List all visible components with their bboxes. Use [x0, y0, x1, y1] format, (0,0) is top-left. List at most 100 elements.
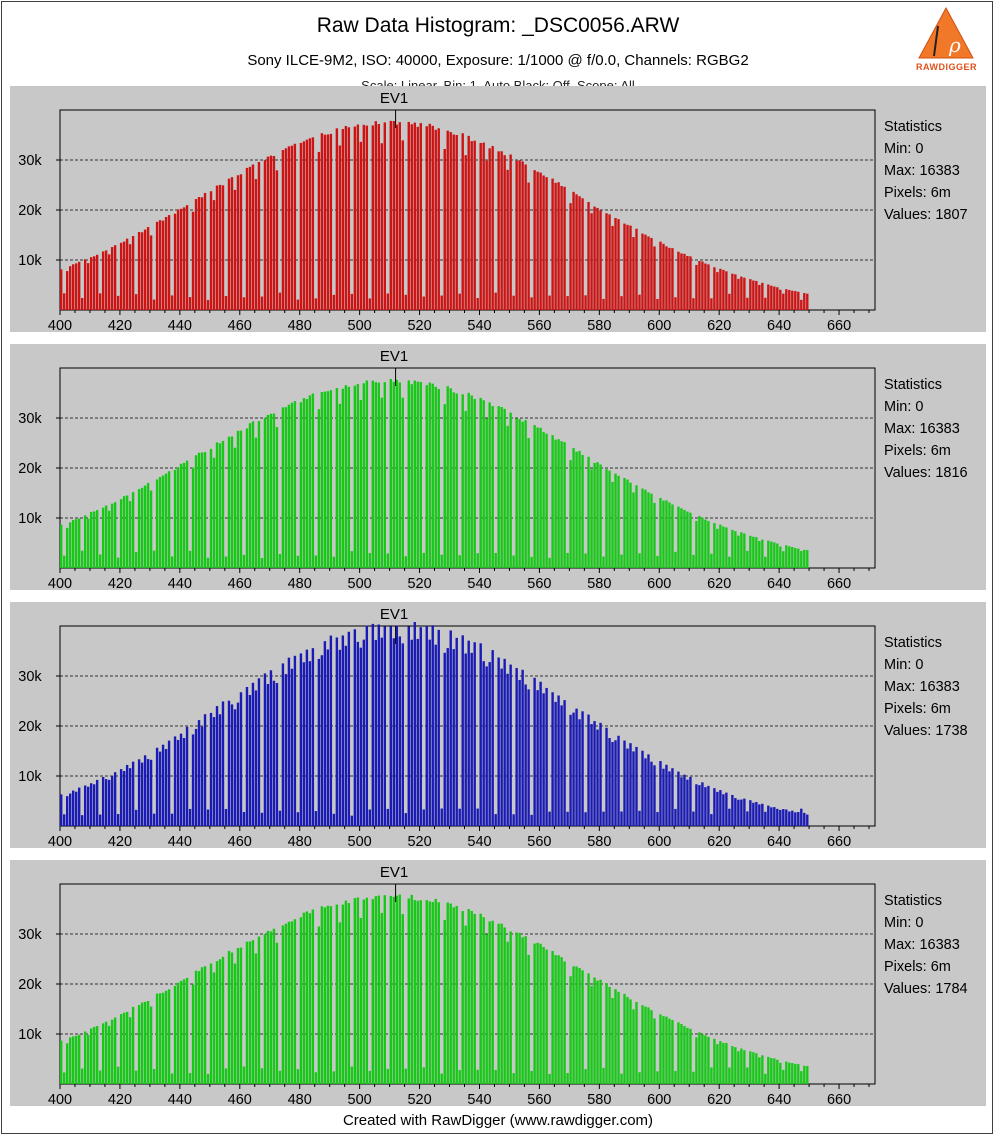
- histogram-bar: [803, 549, 806, 568]
- y-tick-label: 30k: [18, 411, 42, 427]
- histogram-bar: [206, 557, 210, 568]
- histogram-bar: [392, 121, 395, 310]
- histogram-bar: [257, 421, 261, 568]
- histogram-bar: [83, 785, 87, 826]
- statistics-box: Statistics Min: 0 Max: 16383 Pixels: 6m …: [884, 632, 968, 742]
- x-tick-label: 580: [587, 318, 611, 332]
- histogram-bar: [164, 990, 168, 1084]
- histogram-bar: [686, 1027, 689, 1084]
- histogram-bar: [368, 298, 372, 310]
- histogram-bar: [263, 417, 267, 568]
- histogram-bar: [128, 244, 132, 310]
- x-tick-label: 620: [707, 1092, 731, 1106]
- histogram-bar: [671, 1020, 674, 1084]
- histogram-bar: [275, 682, 279, 826]
- histogram-bar: [428, 901, 431, 1084]
- histogram-bar: [395, 625, 398, 826]
- histogram-bar: [89, 511, 93, 568]
- histogram-bar: [218, 184, 222, 310]
- histogram-bar: [803, 812, 806, 826]
- histogram-bar: [743, 798, 746, 826]
- histogram-bar: [170, 295, 174, 310]
- histogram-bar: [161, 992, 165, 1084]
- histogram-bar: [296, 812, 300, 826]
- histogram-bar: [764, 1073, 767, 1084]
- histogram-bar: [311, 648, 315, 826]
- x-tick-label: 600: [647, 834, 671, 848]
- histogram-bar: [293, 143, 297, 310]
- histogram-bar: [548, 811, 551, 826]
- histogram-bar: [383, 382, 386, 568]
- histogram-bar: [221, 185, 225, 310]
- histogram-bar: [63, 814, 66, 826]
- histogram-bar: [119, 242, 123, 310]
- histogram-bar: [437, 128, 440, 310]
- histogram-bar: [392, 896, 395, 1084]
- histogram-bar: [242, 554, 246, 568]
- x-tick-label: 620: [707, 576, 731, 590]
- histogram-bar: [548, 557, 551, 568]
- histogram-bar: [470, 395, 473, 568]
- histogram-bar: [767, 540, 770, 568]
- x-tick-label: 540: [467, 576, 491, 590]
- histogram-bar: [371, 125, 375, 311]
- y-tick-label: 20k: [18, 719, 42, 735]
- histogram-bar: [746, 550, 749, 568]
- histogram-bar: [224, 556, 228, 568]
- histogram-bar: [512, 814, 515, 826]
- histogram-bar: [68, 793, 72, 826]
- histogram-bar: [794, 1063, 797, 1084]
- histogram-bar: [779, 809, 782, 826]
- histogram-bar: [488, 402, 491, 568]
- histogram-bar: [551, 178, 554, 310]
- histogram-bar: [314, 811, 318, 826]
- histogram-bar: [458, 555, 461, 568]
- histogram-bar: [404, 556, 407, 568]
- histogram-bar: [575, 708, 578, 826]
- histogram-bar: [395, 379, 398, 568]
- histogram-bar: [425, 625, 428, 826]
- histogram-bar: [614, 740, 617, 826]
- histogram-bar: [131, 492, 135, 568]
- stat-pixels: Pixels: 6m: [884, 701, 951, 717]
- histogram-bar: [734, 274, 737, 310]
- statistics-box: Statistics Min: 0 Max: 16383 Pixels: 6m …: [884, 890, 968, 1000]
- histogram-bar: [710, 1067, 713, 1084]
- histogram-bar: [344, 385, 348, 568]
- histogram-bar: [398, 636, 401, 826]
- histogram-bar: [605, 213, 608, 310]
- x-tick-label: 520: [407, 1092, 431, 1106]
- histogram-bar: [233, 709, 237, 826]
- histogram-bar: [740, 1048, 743, 1084]
- x-tick-label: 420: [108, 318, 132, 332]
- histogram-bar: [74, 1035, 78, 1084]
- x-tick-label: 620: [707, 318, 731, 332]
- histogram-bar: [60, 1040, 63, 1084]
- histogram-bar: [128, 501, 132, 568]
- histogram-bar: [410, 124, 413, 310]
- histogram-bar: [284, 674, 288, 826]
- histogram-bar: [359, 399, 363, 568]
- histogram-bar: [221, 440, 225, 568]
- histogram-bar: [326, 134, 330, 310]
- histogram-bar: [167, 471, 171, 568]
- histogram-bar: [134, 294, 138, 310]
- histogram-bar: [281, 407, 285, 568]
- histogram-bar: [767, 284, 770, 310]
- histogram-bar: [515, 932, 518, 1084]
- histogram-bar: [518, 419, 521, 568]
- histogram-bar: [629, 999, 632, 1084]
- histogram-bar: [530, 1070, 533, 1084]
- histogram-bar: [236, 175, 240, 310]
- histogram-bar: [512, 1073, 515, 1084]
- histogram-bar: [386, 1068, 389, 1084]
- histogram-bar: [590, 469, 593, 568]
- histogram-bar: [500, 923, 503, 1084]
- histogram-bar: [440, 1073, 443, 1084]
- histogram-bar: [365, 625, 369, 826]
- histogram-bar: [410, 639, 413, 826]
- histogram-bar: [449, 903, 452, 1084]
- histogram-bar: [455, 905, 458, 1084]
- histogram-bar: [785, 809, 788, 826]
- histogram-bar: [341, 388, 345, 568]
